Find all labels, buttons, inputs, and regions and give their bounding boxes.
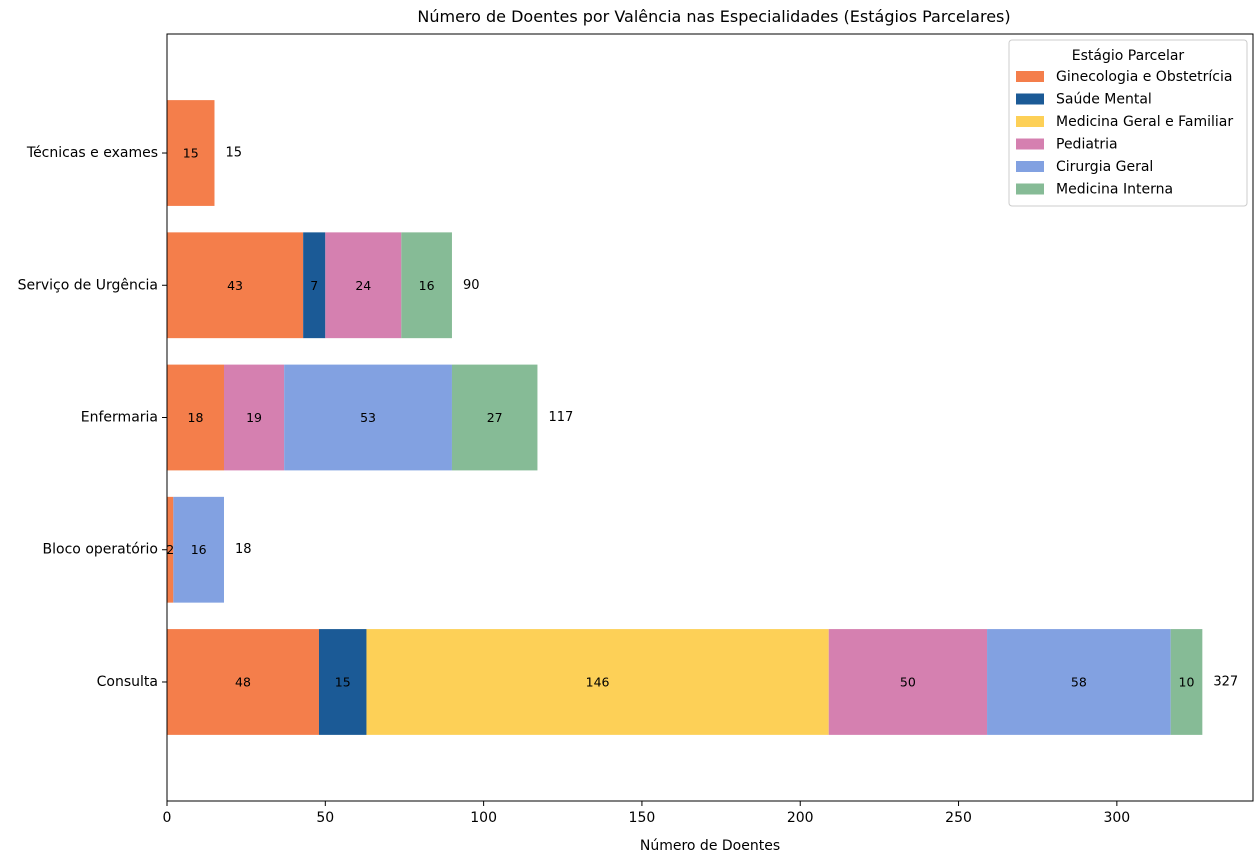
bar-segment (325, 232, 402, 339)
segment-value-label: 7 (310, 278, 318, 293)
legend-label: Medicina Geral e Familiar (1056, 114, 1233, 130)
segment-value-label: 19 (246, 410, 262, 425)
segment-labels-group: 48 15 146 50 58 10 2 16 18 19 53 27 43 7 24 16 15 (166, 146, 1194, 690)
total-value-label: 117 (548, 410, 573, 425)
segment-value-label: 58 (1071, 674, 1087, 689)
bar-segment (366, 629, 829, 735)
legend-swatch (1016, 138, 1044, 150)
total-value-label: 18 (235, 542, 252, 557)
bar-segment (1170, 629, 1203, 735)
segment-value-label: 53 (360, 410, 376, 425)
x-tick-label: 0 (163, 810, 172, 826)
segment-value-label: 27 (487, 410, 503, 425)
legend-swatch (1016, 116, 1044, 127)
bar-segment (828, 629, 988, 735)
legend-title: Estágio Parcelar (1072, 48, 1185, 64)
x-tick-label: 100 (470, 810, 497, 826)
y-tick-label: Consulta (97, 674, 158, 690)
legend-label: Pediatria (1056, 137, 1118, 153)
legend-label: Cirurgia Geral (1056, 159, 1153, 175)
x-tick-label: 300 (1103, 810, 1130, 826)
segment-value-label: 18 (188, 410, 204, 425)
legend-swatch (1016, 183, 1044, 195)
y-tick-label: Técnicas e exames (26, 145, 158, 161)
x-tick-label: 50 (316, 810, 334, 826)
legend: Estágio Parcelar Ginecologia e Obstetríc… (1008, 39, 1248, 207)
x-axis: 0 50 100 150 200 250 300 (163, 801, 1130, 826)
x-tick-label: 150 (629, 810, 656, 826)
segment-value-label: 16 (419, 278, 435, 293)
legend-label: Medicina Interna (1056, 182, 1173, 198)
segment-value-label: 146 (586, 674, 610, 689)
bar-segment (303, 232, 326, 339)
segment-value-label: 24 (355, 278, 371, 293)
segment-value-label: 15 (335, 674, 351, 689)
x-tick-label: 200 (787, 810, 814, 826)
segment-value-label: 15 (183, 146, 199, 161)
bar-segment (173, 496, 224, 603)
segment-value-label: 43 (227, 278, 243, 293)
legend-label: Saúde Mental (1056, 92, 1152, 108)
bar-segment (401, 232, 452, 339)
bar-segment (167, 100, 215, 206)
x-tick-label: 250 (945, 810, 972, 826)
total-labels-group: 327 18 117 90 15 (225, 146, 1238, 690)
total-value-label: 90 (463, 278, 480, 293)
legend-label: Ginecologia e Obstetrícia (1056, 69, 1232, 85)
bar-segment (167, 232, 304, 339)
segment-value-label: 50 (900, 674, 916, 689)
y-tick-label: Serviço de Urgência (18, 277, 158, 293)
y-axis: Consulta Bloco operatório Enfermaria Serviç… (18, 145, 167, 690)
bar-segment (167, 629, 319, 735)
segment-value-label: 10 (1179, 674, 1195, 689)
x-axis-label: Número de Doentes (640, 838, 780, 853)
legend-swatch (1016, 93, 1044, 105)
legend-items: Ginecologia e Obstetrícia Saúde Mental Med… (1016, 69, 1233, 198)
bar-segment (167, 496, 174, 603)
legend-swatch (1016, 71, 1044, 82)
segment-value-label: 48 (235, 674, 251, 689)
legend-box (1008, 39, 1248, 207)
bars-group (167, 100, 1203, 735)
segment-value-label: 2 (166, 542, 174, 557)
bar-segment (284, 364, 452, 471)
total-value-label: 15 (225, 146, 242, 161)
y-tick-label: Bloco operatório (43, 542, 158, 558)
segment-value-label: 16 (191, 542, 207, 557)
chart-title: Número de Doentes por Valência nas Espec… (417, 7, 1010, 26)
bar-segment (987, 629, 1171, 735)
legend-swatch (1016, 161, 1044, 172)
bar-segment (451, 364, 538, 471)
bar-segment (318, 629, 367, 735)
bar-segment (167, 364, 224, 471)
y-tick-label: Enfermaria (81, 410, 158, 426)
total-value-label: 327 (1213, 674, 1238, 689)
bar-segment (223, 364, 285, 471)
